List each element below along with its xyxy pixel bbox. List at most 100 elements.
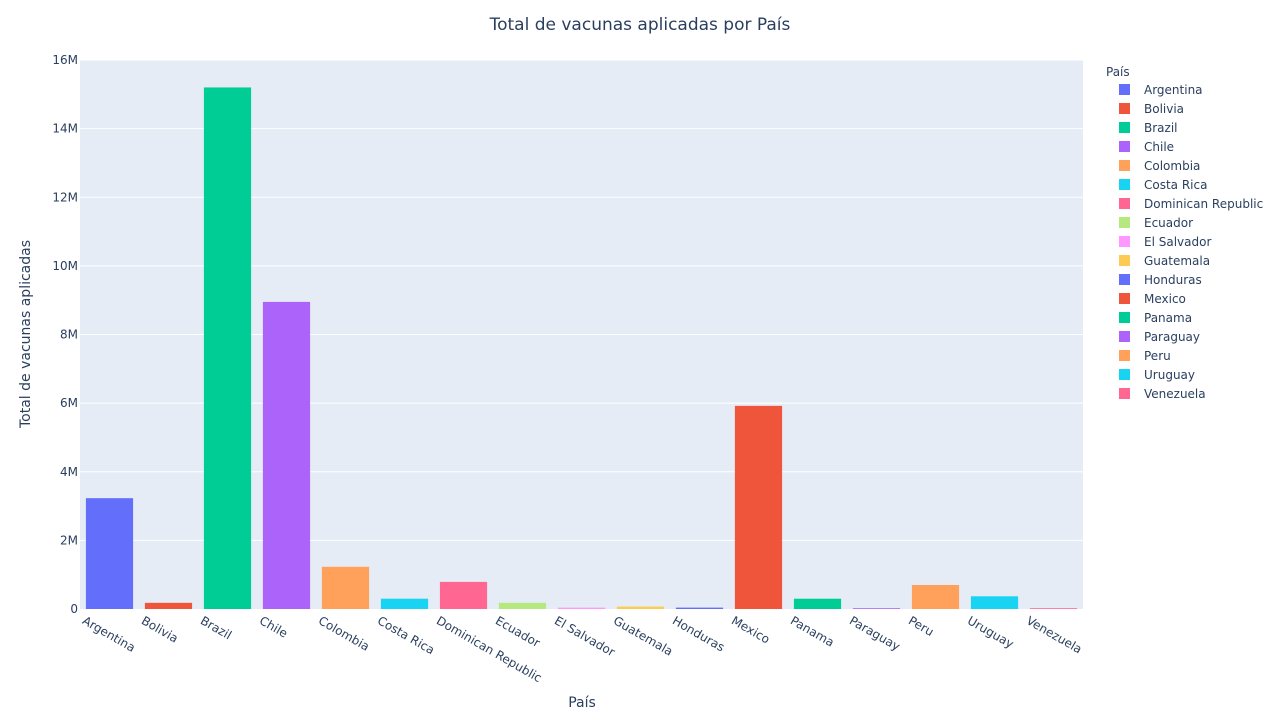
legend-item-chile[interactable]: Chile — [1119, 140, 1174, 154]
legend-item-panama[interactable]: Panama — [1119, 311, 1192, 325]
bar-argentina[interactable] — [85, 498, 134, 609]
bar-venezuela[interactable] — [1029, 608, 1078, 609]
legend-item-dominican-republic[interactable]: Dominican Republic — [1119, 197, 1263, 211]
bar-dominican-republic[interactable] — [439, 581, 488, 609]
legend-item-mexico[interactable]: Mexico — [1119, 292, 1186, 306]
legend-label: Honduras — [1144, 273, 1202, 287]
legend-swatch — [1119, 312, 1130, 323]
x-tick-label: Ecuador — [493, 613, 543, 650]
legend-swatch — [1119, 369, 1130, 380]
legend-swatch — [1119, 141, 1130, 152]
legend-label: Dominican Republic — [1144, 197, 1263, 211]
bar-el-salvador[interactable] — [557, 607, 606, 609]
y-tick-label: 6M — [60, 396, 78, 410]
legend-label: Bolivia — [1144, 102, 1184, 116]
x-tick-label: Colombia — [316, 613, 372, 653]
legend-label: Peru — [1144, 349, 1171, 363]
legend-label: Colombia — [1144, 159, 1200, 173]
bar-guatemala[interactable] — [616, 606, 665, 609]
bar-peru[interactable] — [911, 584, 960, 609]
legend-swatch — [1119, 274, 1130, 285]
legend-label: Venezuela — [1144, 387, 1206, 401]
legend-item-venezuela[interactable]: Venezuela — [1119, 387, 1206, 401]
x-tick-label: Uruguay — [965, 613, 1016, 651]
x-tick-label: Bolivia — [139, 613, 181, 645]
legend-item-guatemala[interactable]: Guatemala — [1119, 254, 1210, 268]
legend-label: Brazil — [1144, 121, 1178, 135]
legend-swatch — [1119, 198, 1130, 209]
bar-paraguay[interactable] — [852, 608, 901, 609]
x-axis-ticks: Argentina Bolivia Brazil Chile Colombia Costa… — [80, 613, 1084, 685]
legend-swatch — [1119, 179, 1130, 190]
legend-label: El Salvador — [1144, 235, 1211, 249]
legend-swatch — [1119, 331, 1130, 342]
x-tick-label: Paraguay — [847, 613, 903, 653]
y-tick-label: 10M — [52, 259, 78, 273]
y-tick-label: 8M — [60, 328, 78, 342]
bar-panama[interactable] — [793, 598, 842, 609]
legend-item-uruguay[interactable]: Uruguay — [1119, 368, 1195, 382]
bar-bolivia[interactable] — [144, 602, 193, 609]
x-tick-label: Panama — [788, 613, 837, 649]
x-tick-label: El Salvador — [552, 613, 617, 659]
legend-item-colombia[interactable]: Colombia — [1119, 159, 1200, 173]
bar-colombia[interactable] — [321, 566, 370, 609]
legend-item-peru[interactable]: Peru — [1119, 349, 1171, 363]
legend-swatch — [1119, 160, 1130, 171]
y-tick-label: 12M — [52, 190, 78, 204]
legend-swatch — [1119, 350, 1130, 361]
bar-ecuador[interactable] — [498, 602, 547, 609]
legend-item-brazil[interactable]: Brazil — [1119, 121, 1178, 135]
legend-label: Guatemala — [1144, 254, 1210, 268]
y-tick-label: 16M — [52, 53, 78, 67]
legend-title: País — [1106, 65, 1130, 79]
bar-chile[interactable] — [262, 301, 311, 609]
bar-mexico[interactable] — [734, 405, 783, 609]
legend-label: Mexico — [1144, 292, 1186, 306]
x-tick-label: Venezuela — [1024, 613, 1084, 656]
x-tick-label: Chile — [257, 613, 290, 640]
x-tick-label: Peru — [906, 613, 936, 638]
legend-swatch — [1119, 103, 1130, 114]
bar-honduras[interactable] — [675, 607, 724, 609]
x-tick-label: Argentina — [80, 613, 138, 654]
y-axis-title: Total de vacunas aplicadas — [18, 240, 34, 429]
legend-label: Panama — [1144, 311, 1192, 325]
bar-brazil[interactable] — [203, 87, 252, 609]
legend-swatch — [1119, 293, 1130, 304]
legend-swatch — [1119, 255, 1130, 266]
bar-costa-rica[interactable] — [380, 598, 429, 609]
x-tick-label: Costa Rica — [375, 613, 437, 657]
chart-title: Total de vacunas aplicadas por País — [489, 15, 791, 35]
legend: País Argentina Bolivia Brazil Chile Colombia… — [1106, 65, 1263, 401]
legend-label: Paraguay — [1144, 330, 1200, 344]
legend-label: Chile — [1144, 140, 1174, 154]
legend-label: Uruguay — [1144, 368, 1195, 382]
y-tick-label: 2M — [60, 533, 78, 547]
legend-item-ecuador[interactable]: Ecuador — [1119, 216, 1193, 230]
legend-label: Costa Rica — [1144, 178, 1207, 192]
x-axis-title: País — [568, 695, 596, 711]
legend-items: Argentina Bolivia Brazil Chile Colombia Costa… — [1119, 83, 1263, 401]
x-tick-label: Dominican Republic — [434, 613, 544, 685]
legend-swatch — [1119, 122, 1130, 133]
bars — [85, 87, 1078, 609]
legend-item-el-salvador[interactable]: El Salvador — [1119, 235, 1211, 249]
x-tick-label: Honduras — [670, 613, 727, 654]
legend-item-paraguay[interactable]: Paraguay — [1119, 330, 1200, 344]
legend-item-bolivia[interactable]: Bolivia — [1119, 102, 1184, 116]
legend-label: Ecuador — [1144, 216, 1193, 230]
y-tick-label: 14M — [52, 122, 78, 136]
legend-item-argentina[interactable]: Argentina — [1119, 83, 1203, 97]
legend-swatch — [1119, 388, 1130, 399]
x-tick-label: Mexico — [729, 613, 772, 646]
y-tick-label: 0 — [70, 602, 78, 616]
bar-uruguay[interactable] — [970, 596, 1019, 609]
legend-swatch — [1119, 84, 1130, 95]
legend-item-honduras[interactable]: Honduras — [1119, 273, 1202, 287]
y-tick-label: 4M — [60, 465, 78, 479]
legend-label: Argentina — [1144, 83, 1203, 97]
legend-item-costa-rica[interactable]: Costa Rica — [1119, 178, 1207, 192]
